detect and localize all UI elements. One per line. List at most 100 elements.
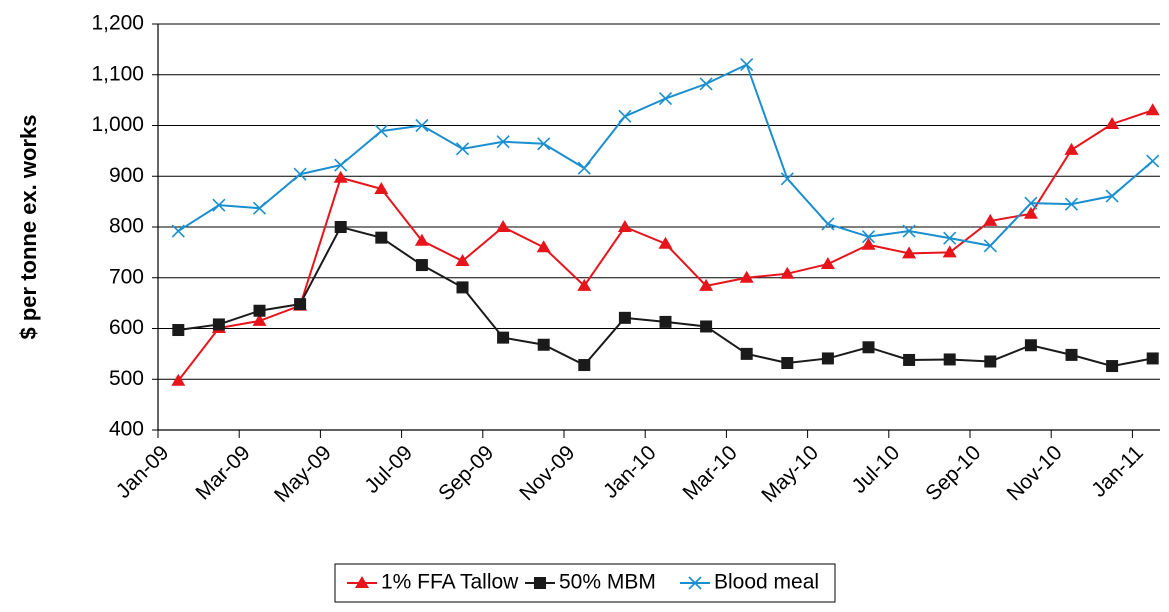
marker: [334, 158, 348, 172]
x-tick-label: Jul-10: [848, 441, 905, 498]
marker: [171, 224, 185, 238]
marker: [534, 577, 546, 589]
x-tick-label: May-10: [757, 441, 823, 507]
x-tick-label: Mar-09: [191, 441, 254, 504]
marker: [1064, 197, 1079, 211]
marker: [293, 167, 307, 181]
marker: [984, 355, 997, 368]
marker: [577, 161, 591, 175]
marker: [456, 281, 469, 294]
marker: [658, 92, 673, 106]
marker: [617, 220, 632, 232]
x-tick-label: Sep-09: [434, 441, 498, 505]
marker: [983, 239, 997, 253]
legend-box: [334, 563, 836, 603]
marker: [374, 181, 389, 194]
marker: [1065, 348, 1078, 361]
marker: [577, 278, 592, 291]
x-tick-label: Nov-10: [1003, 441, 1067, 505]
x-tick-label: Jan-09: [112, 441, 174, 503]
marker: [820, 257, 835, 270]
marker: [942, 245, 957, 258]
y-tick-label: 400: [109, 418, 144, 441]
marker: [334, 221, 347, 233]
marker: [780, 266, 795, 279]
x-tick-label: Jan-10: [599, 441, 661, 503]
marker: [699, 77, 713, 91]
marker: [171, 373, 186, 386]
y-tick-label: 1,200: [91, 12, 144, 35]
marker: [537, 338, 550, 351]
marker: [252, 201, 267, 215]
marker: [740, 58, 754, 72]
legend-label: 50% MBM: [559, 571, 656, 594]
marker: [253, 304, 266, 317]
marker: [1105, 189, 1119, 203]
x-tick-label: Mar-10: [679, 441, 742, 504]
marker: [1024, 339, 1037, 352]
marker: [781, 357, 794, 370]
marker: [861, 237, 876, 250]
y-axis-label: $ per tonne ex. works: [16, 115, 41, 340]
marker: [537, 137, 551, 151]
marker: [740, 347, 753, 360]
marker: [496, 220, 511, 232]
x-tick-label: Jan-11: [1087, 441, 1148, 502]
legend-label: 1% FFA Tallow: [381, 571, 519, 594]
marker: [943, 231, 957, 245]
marker: [1146, 154, 1160, 168]
marker: [375, 231, 388, 244]
marker: [699, 278, 714, 291]
marker: [821, 217, 835, 231]
marker: [455, 142, 470, 156]
legend-label: Blood meal: [714, 571, 819, 594]
marker: [455, 254, 470, 267]
y-tick-label: 700: [109, 265, 144, 288]
x-tick-label: May-09: [270, 441, 336, 507]
marker: [333, 170, 348, 183]
marker: [1145, 103, 1160, 116]
marker: [902, 246, 917, 259]
marker: [294, 298, 307, 311]
marker: [355, 576, 369, 588]
marker: [1105, 116, 1120, 129]
marker: [414, 233, 429, 246]
marker: [415, 118, 429, 133]
marker: [578, 359, 591, 372]
marker: [172, 324, 185, 337]
marker: [658, 236, 673, 249]
marker: [415, 259, 428, 272]
marker: [618, 109, 632, 123]
x-tick-label: Jul-09: [360, 441, 417, 498]
marker: [739, 270, 754, 283]
marker: [1023, 206, 1038, 219]
marker: [688, 576, 702, 590]
marker: [903, 353, 916, 366]
marker: [1106, 360, 1119, 373]
x-tick-label: Sep-10: [921, 441, 985, 505]
marker: [821, 352, 834, 365]
marker: [902, 224, 916, 238]
y-tick-label: 600: [109, 316, 144, 339]
marker: [780, 172, 794, 186]
marker: [1024, 196, 1038, 210]
marker: [496, 135, 510, 149]
marker: [1064, 142, 1079, 155]
marker: [861, 230, 876, 244]
y-tick-label: 1,100: [91, 62, 144, 85]
marker: [862, 341, 875, 354]
marker: [374, 124, 388, 138]
marker: [536, 240, 551, 253]
marker: [252, 313, 267, 326]
marker: [700, 320, 713, 333]
y-tick-label: 500: [109, 367, 144, 390]
marker: [659, 315, 672, 328]
y-tick-label: 800: [109, 215, 144, 238]
y-tick-label: 1,000: [91, 113, 144, 136]
marker: [212, 198, 226, 212]
marker: [1146, 352, 1159, 365]
marker: [618, 311, 631, 324]
x-tick-label: Nov-09: [515, 441, 579, 505]
marker: [497, 331, 510, 344]
